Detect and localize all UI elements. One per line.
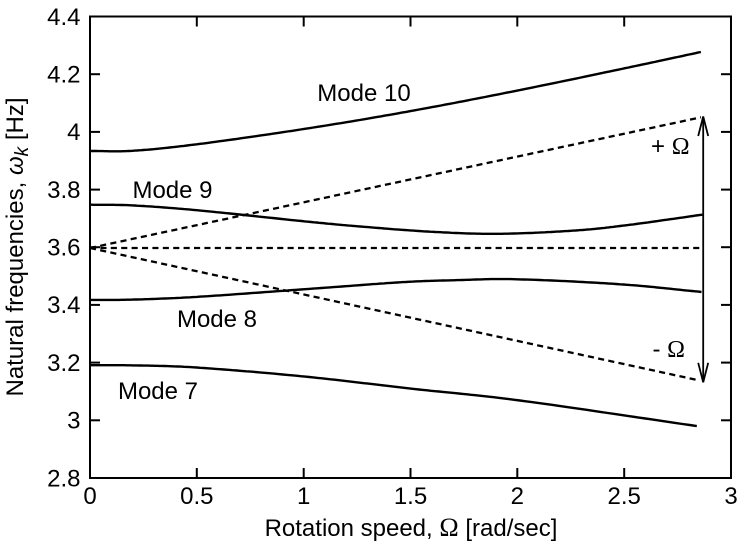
svg-text:- Ω: - Ω [653,336,686,363]
svg-text:2.8: 2.8 [47,465,80,492]
svg-text:2.5: 2.5 [608,483,641,510]
svg-text:1: 1 [297,483,310,510]
svg-text:Natural frequencies, ωk [Hz]: Natural frequencies, ωk [Hz] [2,98,33,397]
svg-text:3.8: 3.8 [47,177,80,204]
svg-text:Rotation speed, Ω [rad/sec]: Rotation speed, Ω [rad/sec] [265,513,558,542]
svg-text:Mode 8: Mode 8 [177,306,257,333]
svg-text:0: 0 [83,483,96,510]
svg-text:3.4: 3.4 [47,292,80,319]
svg-text:4: 4 [67,119,80,146]
svg-text:0.5: 0.5 [180,483,213,510]
svg-text:3.6: 3.6 [47,235,80,262]
svg-text:2: 2 [511,483,524,510]
svg-text:4.2: 4.2 [47,62,80,89]
svg-text:3: 3 [724,483,737,510]
svg-text:4.4: 4.4 [47,4,80,31]
svg-text:+ Ω: + Ω [651,133,690,160]
svg-text:Mode 10: Mode 10 [317,80,410,107]
svg-text:3.2: 3.2 [47,350,80,377]
svg-text:3: 3 [67,408,80,435]
svg-text:Mode 9: Mode 9 [132,177,212,204]
svg-text:1.5: 1.5 [394,483,427,510]
svg-text:Mode 7: Mode 7 [118,378,198,405]
